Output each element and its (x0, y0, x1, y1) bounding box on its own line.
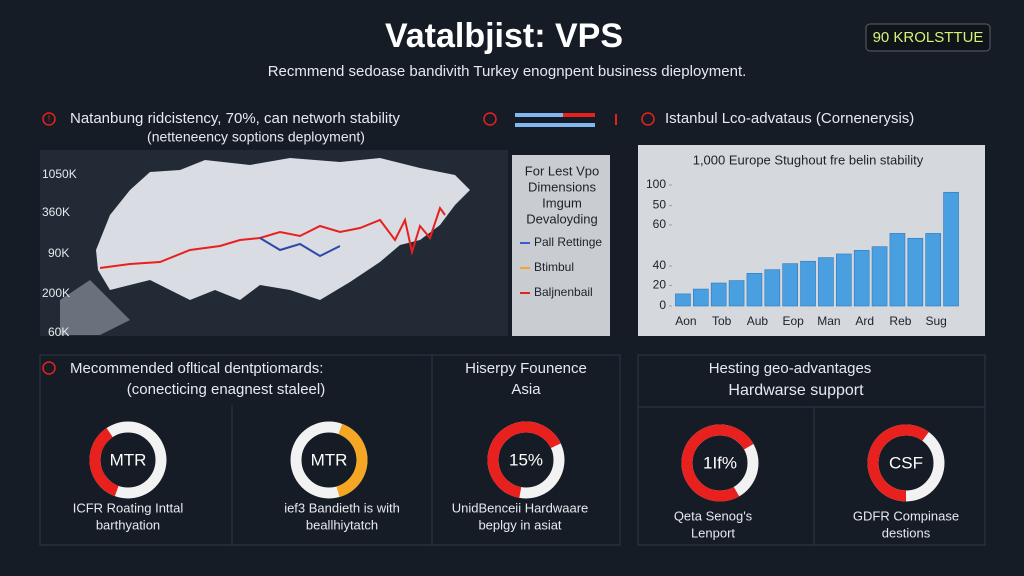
donut-caption: UnidBenceii Hardwaare (452, 500, 589, 515)
progress-bar (515, 113, 595, 117)
progress-bar-fill (563, 113, 595, 117)
alert-icon (42, 361, 56, 375)
badge: 90 KROLSTTUE (873, 29, 984, 46)
donut-caption: Lenport (691, 525, 735, 540)
x-tick-label: Man (817, 314, 840, 328)
x-tick-label: Tob (712, 314, 732, 328)
legend-label: Pall Rettinge (534, 235, 602, 249)
progress-bar (515, 123, 595, 127)
bar-chart: 100 50 60 40 20 0 Aon Tob Aub Eop Man Ard Reb Sug (646, 177, 959, 328)
chart-title: 1,000 Europe Stughout fre belin stabilit… (693, 152, 924, 167)
map-axis-label: 200K (42, 286, 70, 300)
y-tick-label: 20 (653, 278, 667, 292)
bar (782, 263, 798, 307)
alert-icon-mark: ! (48, 113, 51, 123)
legend-label: Btimbul (534, 260, 574, 274)
donut-caption: ICFR Roating Inttal (73, 500, 184, 515)
donut-caption: ief3 Bandieth is with (284, 500, 400, 515)
map-title: Natanbung ridcistency, 70%, can networh … (70, 110, 400, 127)
legend-title: Dimensions (528, 179, 596, 194)
legend-panel (512, 155, 610, 336)
donut-arc (681, 424, 759, 502)
bar (675, 293, 691, 307)
donut-label: 1If% (703, 453, 737, 472)
donut-arc (487, 421, 565, 499)
chart-panel-title: Istanbul Lco-advataus (Cornenerysis) (665, 110, 914, 127)
y-tick-label: 50 (653, 198, 667, 212)
hosting-title: Hardwarse support (728, 382, 864, 399)
bar (800, 260, 816, 307)
donut-caption: barthyation (96, 517, 160, 532)
donut-label: MTR (311, 450, 348, 469)
bar (925, 233, 941, 307)
bar (746, 273, 763, 307)
donut-caption: GDFR Compinase (853, 508, 959, 523)
map-land-south (60, 280, 130, 335)
y-tick-label: 60 (653, 217, 667, 231)
route-line-alt (259, 237, 341, 258)
legend-title: Devaloyding (526, 211, 598, 226)
donut-label: 15% (509, 450, 543, 469)
x-tick-label: Reb (889, 314, 911, 328)
recommend-panel (39, 354, 621, 546)
x-tick-label: Ard (855, 314, 874, 328)
bar (764, 269, 781, 307)
map-axis-label: 60K (48, 325, 69, 339)
subtitle: Recmmend sedoase bandivith Turkey enognp… (268, 63, 747, 80)
x-tick-label: Sug (926, 314, 947, 328)
donut-caption: beplgy in asiat (478, 517, 561, 532)
y-tick-label: 100 (646, 177, 666, 191)
donut-arc (867, 424, 945, 502)
recommend-title: Mecommended ofltical dentptiomards: (70, 360, 323, 377)
donut-label: MTR (110, 450, 147, 469)
legend-label: Baljnenbail (534, 285, 593, 299)
donut-caption: beallhiytatch (306, 517, 378, 532)
recommend-subtitle: (conecticing enagnest staleel) (127, 381, 325, 398)
alert-icon (42, 112, 56, 126)
title: Vatalbjist: VPS (385, 17, 623, 55)
hosting-panel (637, 354, 986, 546)
donut-arc (89, 421, 167, 499)
column-title: Asia (511, 381, 541, 398)
y-tick-label: 0 (659, 298, 666, 312)
bar (728, 280, 745, 307)
map-subtitle: (netteneency soptions deployment) (147, 129, 365, 145)
legend-title: For Lest Vpo (525, 163, 599, 178)
column-title: Hiserpy Founence (465, 360, 587, 377)
bar (836, 253, 852, 307)
x-tick-label: Eop (783, 314, 805, 328)
bar (853, 250, 870, 307)
x-tick-label: Aon (675, 314, 696, 328)
donut-caption: destions (882, 525, 931, 540)
route-line (99, 205, 446, 269)
badge-box (865, 23, 991, 52)
alert-icon (483, 112, 497, 126)
donut-label: CSF (889, 453, 923, 472)
map-land (96, 158, 470, 300)
x-tick-label: Aub (747, 314, 769, 328)
alert-icon (641, 112, 655, 126)
bar (693, 288, 709, 307)
legend: Pall Rettinge Btimbul Baljnenbail (520, 235, 602, 299)
map-axis-label: 360K (42, 205, 70, 219)
y-tick-label: 40 (653, 258, 667, 272)
bar (818, 257, 834, 307)
donuts: MTR ICFR Roating Inttal barthyation MTR ief3… (73, 421, 959, 540)
hosting-title: Hesting geo-advantages (709, 360, 872, 377)
bar (710, 282, 727, 307)
bar (907, 237, 924, 307)
map-axis-label: 90K (48, 246, 69, 260)
donut-caption: Qeta Senog's (674, 508, 753, 523)
bar (889, 233, 906, 307)
bar (943, 191, 959, 307)
map-axis-label: 1050K (42, 167, 77, 181)
donut-arc (290, 421, 368, 499)
legend-title: Imgum (542, 195, 582, 210)
bar (871, 246, 888, 307)
